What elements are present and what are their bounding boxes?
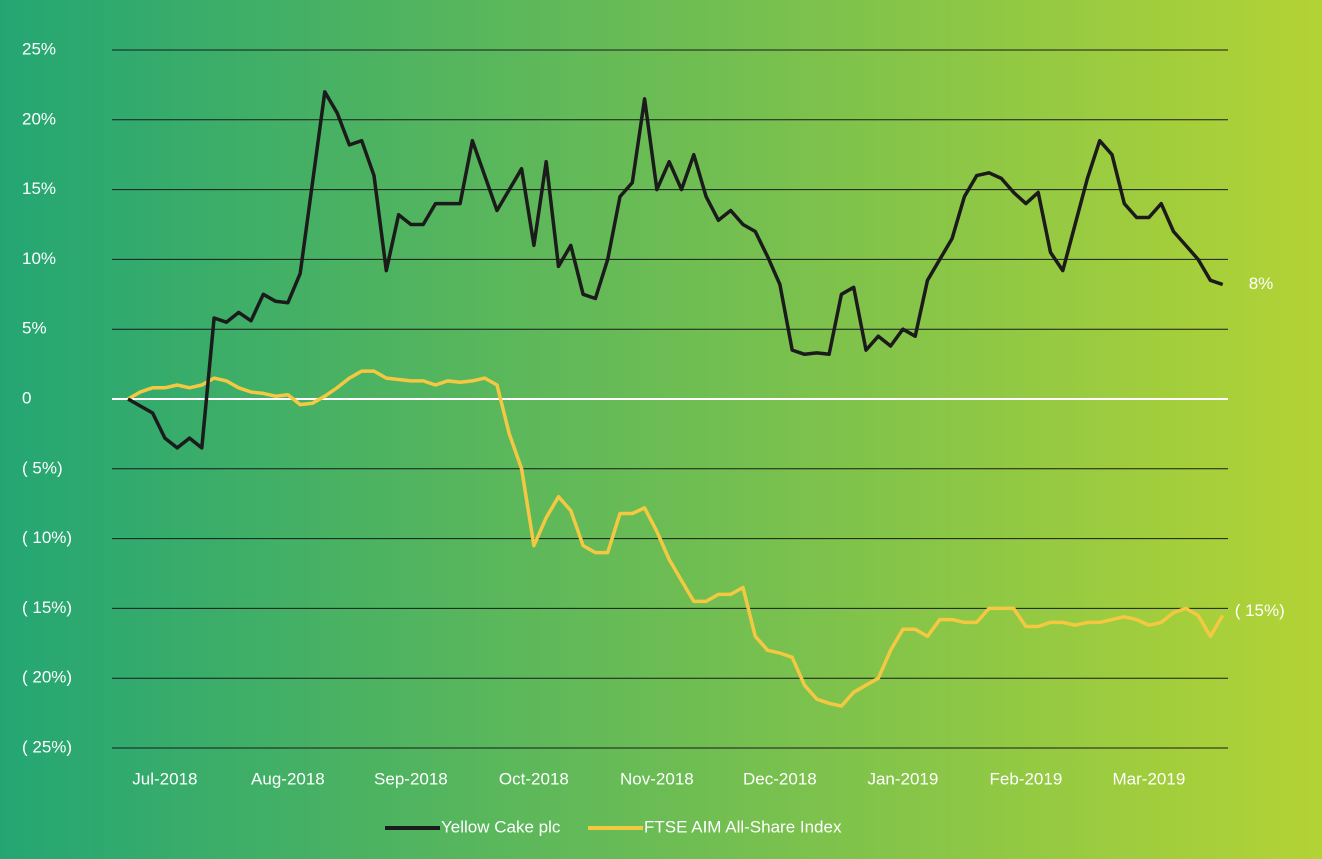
value-label: ( 15%) <box>1235 601 1285 620</box>
x-tick-label: Jan-2019 <box>867 769 938 788</box>
y-tick-label: 10% <box>22 249 56 268</box>
x-tick-label: Sep-2018 <box>374 769 448 788</box>
y-tick-label: 15% <box>22 179 56 198</box>
y-tick-label: ( 15%) <box>22 598 72 617</box>
legend-label: FTSE AIM All-Share Index <box>644 817 842 836</box>
y-tick-label: ( 25%) <box>22 737 72 756</box>
line <box>127 90 1224 450</box>
y-tick-label: 0 <box>22 388 31 407</box>
legend-label: Yellow Cake plc <box>441 817 561 836</box>
x-tick-label: Oct-2018 <box>499 769 569 788</box>
y-tick-label: ( 5%) <box>22 458 63 477</box>
y-tick-label: 25% <box>22 39 56 58</box>
y-tick-label: 20% <box>22 109 56 128</box>
x-tick-label: Feb-2019 <box>990 769 1063 788</box>
x-tick-label: Mar-2019 <box>1113 769 1186 788</box>
x-tick-label: Aug-2018 <box>251 769 325 788</box>
y-tick-label: ( 10%) <box>22 528 72 547</box>
x-tick-label: Jul-2018 <box>132 769 197 788</box>
x-tick-label: Dec-2018 <box>743 769 817 788</box>
x-tick-label: Nov-2018 <box>620 769 694 788</box>
y-tick-label: ( 20%) <box>22 668 72 687</box>
line <box>127 369 1225 708</box>
y-tick-label: 5% <box>22 319 47 338</box>
value-label: 8% <box>1249 274 1274 293</box>
